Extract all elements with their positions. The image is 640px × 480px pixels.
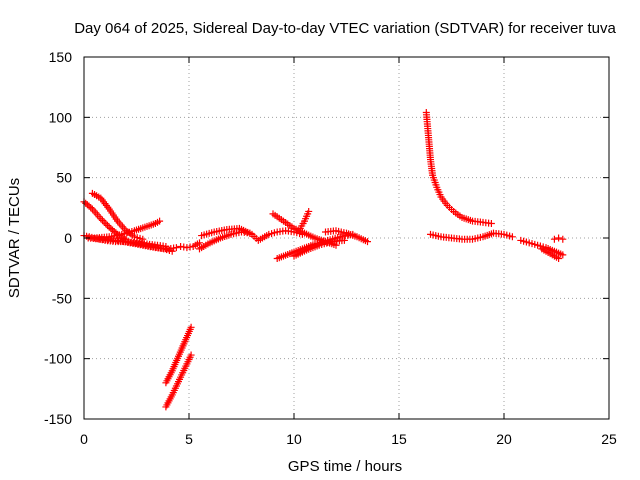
x-tick-label: 0 xyxy=(80,431,88,447)
y-tick-label: -100 xyxy=(44,351,72,367)
data-point xyxy=(102,220,110,228)
data-point xyxy=(555,255,563,263)
data-point xyxy=(559,235,567,243)
data-point xyxy=(187,351,195,359)
series-arc-09 xyxy=(198,224,262,244)
series-arc-07 xyxy=(177,239,203,252)
series-arc-10 xyxy=(162,323,195,387)
data-point xyxy=(340,236,348,244)
x-tick-labels: 0 5 10 15 20 25 xyxy=(80,431,617,447)
data-point xyxy=(139,235,147,243)
series-arc-19 xyxy=(427,229,516,243)
data-point xyxy=(332,241,340,249)
data-point xyxy=(186,243,194,251)
y-tick-labels: -150 -100 -50 0 50 100 150 xyxy=(44,49,72,427)
series-arc-15 xyxy=(290,236,348,260)
data-points xyxy=(80,109,567,411)
y-tick-label: -50 xyxy=(52,290,72,306)
series-arc-06 xyxy=(114,236,180,253)
chart-title: Day 064 of 2025, Sidereal Day-to-day VTE… xyxy=(74,20,616,37)
data-point xyxy=(156,217,164,225)
data-point xyxy=(180,243,188,251)
data-point xyxy=(100,218,108,226)
data-point xyxy=(559,251,567,259)
plot-frame xyxy=(83,56,610,420)
series-arc-21 xyxy=(538,245,563,263)
data-point xyxy=(487,220,495,228)
data-point xyxy=(364,238,371,246)
series-arc-16 xyxy=(296,207,313,232)
data-point xyxy=(187,323,195,331)
data-point xyxy=(97,215,105,223)
data-point xyxy=(555,234,563,242)
data-point xyxy=(98,216,106,224)
y-axis-label: SDTVAR / TECUs xyxy=(6,178,23,298)
series-arc-05 xyxy=(91,217,164,242)
series-arc-02 xyxy=(88,189,147,243)
data-point xyxy=(305,207,313,215)
axis-ticks xyxy=(83,56,610,420)
x-tick-label: 20 xyxy=(496,431,512,447)
x-tick-label: 15 xyxy=(391,431,407,447)
x-axis-label: GPS time / hours xyxy=(288,458,402,475)
y-tick-label: 50 xyxy=(56,170,72,186)
y-tick-label: -150 xyxy=(44,411,72,427)
data-point xyxy=(177,242,185,250)
y-tick-label: 100 xyxy=(49,109,73,125)
series-arc-22 xyxy=(550,234,567,243)
series-arc-18 xyxy=(422,109,495,228)
x-tick-label: 10 xyxy=(286,431,302,447)
data-point xyxy=(550,235,558,243)
data-point xyxy=(183,244,191,252)
data-point xyxy=(172,244,180,252)
x-tick-label: 5 xyxy=(185,431,193,447)
data-point xyxy=(87,204,95,212)
y-tick-label: 0 xyxy=(64,230,72,246)
series-arc-11 xyxy=(162,351,195,411)
grid-lines xyxy=(84,57,609,419)
data-point xyxy=(508,233,516,241)
data-point xyxy=(196,239,203,247)
y-tick-label: 150 xyxy=(49,49,73,65)
data-point xyxy=(104,221,112,229)
x-tick-label: 25 xyxy=(601,431,617,447)
series-arc-17 xyxy=(322,227,371,246)
